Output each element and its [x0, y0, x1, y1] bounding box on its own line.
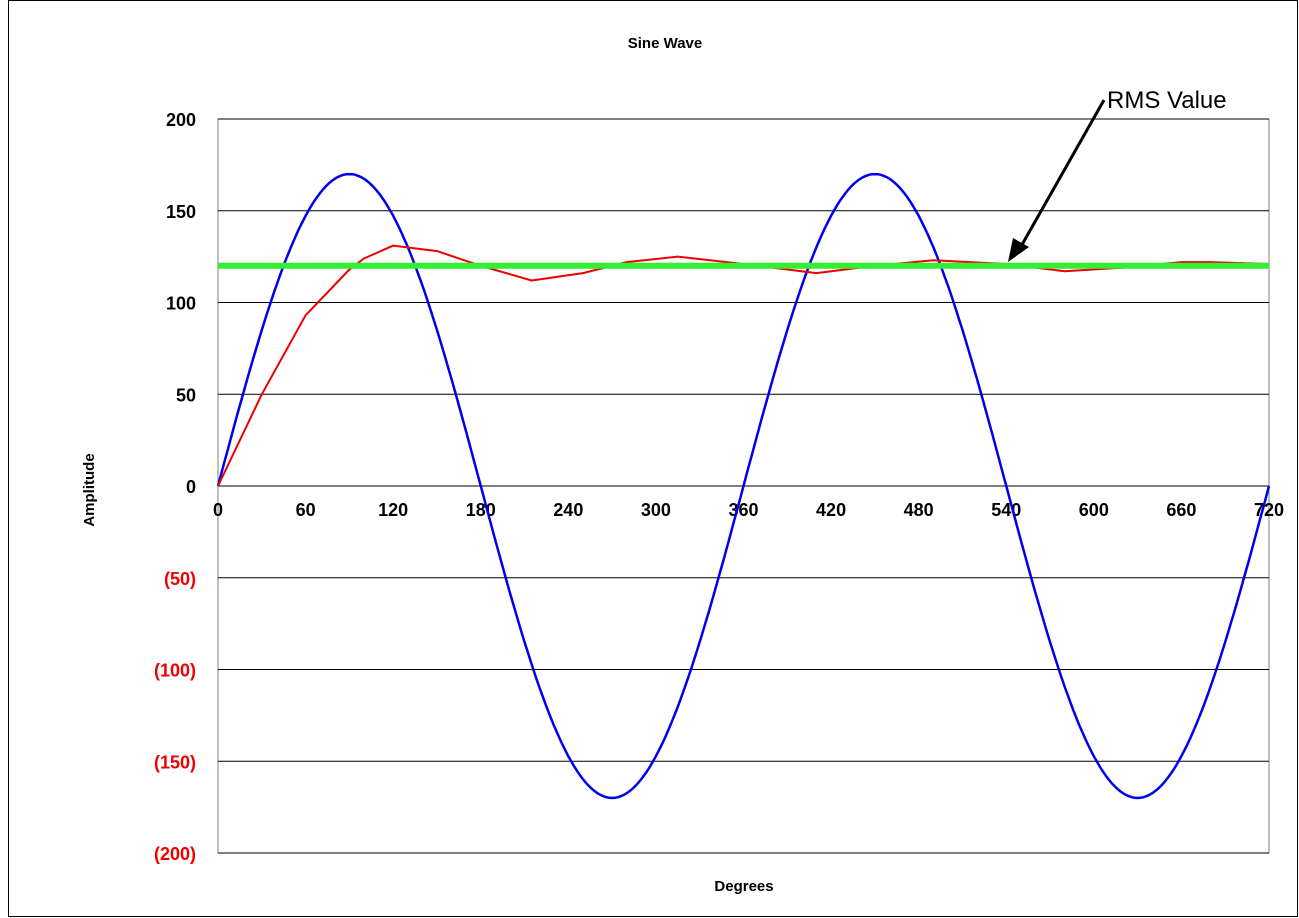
y-tick-label: (200) — [154, 844, 196, 864]
x-tick-label: 720 — [1254, 500, 1284, 520]
x-tick-label: 120 — [378, 500, 408, 520]
rms-value-annotation: RMS Value — [1107, 87, 1227, 114]
y-axis-title: Amplitude — [81, 453, 98, 526]
x-tick-label: 240 — [553, 500, 583, 520]
annotation-layer: RMS Value — [1008, 87, 1227, 262]
y-tick-label: 150 — [166, 202, 196, 222]
x-axis-title: Degrees — [714, 878, 773, 895]
x-tick-label: 360 — [728, 500, 758, 520]
y-tick-label: (100) — [154, 661, 196, 681]
annotation-arrow-line — [1017, 99, 1106, 251]
x-tick-label: 480 — [904, 500, 934, 520]
series-layer — [216, 172, 1271, 800]
y-tick-label: 0 — [186, 477, 196, 497]
x-tick-label: 420 — [816, 500, 846, 520]
y-tick-label: 200 — [166, 110, 196, 130]
annotation-arrow-head — [1008, 238, 1029, 262]
x-tick-label: 600 — [1079, 500, 1109, 520]
chart-title: Sine Wave — [628, 35, 702, 52]
x-tick-label: 180 — [466, 500, 496, 520]
y-tick-label: (150) — [154, 752, 196, 772]
x-tick-label: 60 — [296, 500, 316, 520]
x-tick-labels: 0 60 120 180 240 300 360 420 480 540 600 660 720 — [213, 500, 1284, 520]
x-tick-label: 300 — [641, 500, 671, 520]
y-tick-labels: 200 150 100 50 0 (50) (100) (150) (200) — [154, 110, 196, 864]
x-tick-label: 0 — [213, 500, 223, 520]
y-tick-label: 50 — [176, 385, 196, 405]
y-tick-label: (50) — [164, 569, 196, 589]
chart-frame — [8, 0, 1298, 917]
series-line-1 — [217, 244, 1270, 487]
y-tick-label: 100 — [166, 294, 196, 314]
x-tick-label: 540 — [991, 500, 1021, 520]
x-tick-label: 660 — [1166, 500, 1196, 520]
series-line-0 — [216, 172, 1271, 800]
